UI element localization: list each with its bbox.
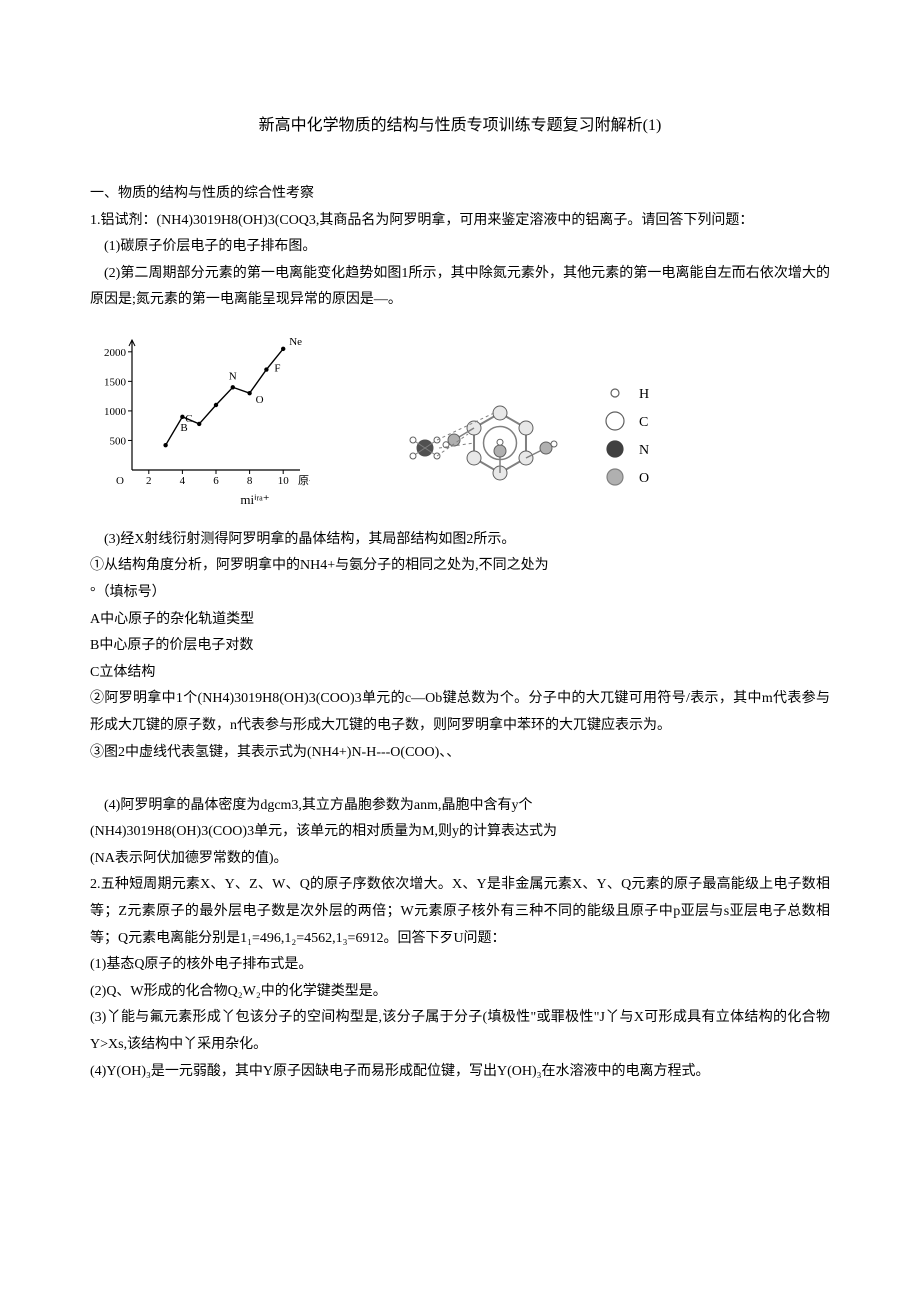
q1-3-3: ③图2中虚线代表氢键，其表示式为(NH4+)N-H---O(COO)、、	[90, 740, 830, 767]
q1-3-1a: ①从结构角度分析，阿罗明拿中的NH4+与氨分子的相同之处为,不同之处为	[90, 553, 830, 580]
q1-3-1b: °（填标号）	[90, 580, 830, 607]
q1-2: (2)第二周期部分元素的第一电离能变化趋势如图1所示，其中除氮元素外，其他元素的…	[90, 261, 830, 314]
svg-text:Ne: Ne	[289, 336, 302, 348]
svg-text:1000: 1000	[104, 406, 127, 418]
svg-text:N: N	[229, 370, 237, 382]
q1-1: (1)碳原子价层电子的电子排布图。	[90, 234, 830, 261]
spacer-1	[90, 766, 830, 793]
svg-text:H: H	[639, 387, 649, 402]
section-heading: 一、物质的结构与性质的综合性考察	[90, 181, 830, 208]
svg-text:原子序数: 原子序数	[298, 473, 310, 487]
svg-text:2: 2	[146, 475, 152, 487]
fig1-caption: miⁱʳᵃ⁺	[200, 488, 310, 513]
q2-intro: 2.五种短周期元素X、Y、Z、W、Q的原子序数依次增大。X、Y是非金属元素X、Y…	[90, 872, 830, 952]
q2-1: (1)基态Q原子的核外电子排布式是。	[90, 952, 830, 979]
svg-text:O: O	[116, 475, 124, 487]
q1-3-optA: A中心原子的杂化轨道类型	[90, 607, 830, 634]
q1-3-2: ②阿罗明拿中1个(NH4)3019H8(OH)3(COO)3单元的c—Ob键总数…	[90, 686, 830, 739]
q1-3-optB: B中心原子的价层电子对数	[90, 633, 830, 660]
svg-text:10: 10	[278, 475, 290, 487]
svg-text:C: C	[639, 415, 648, 430]
q1-4b: (NH4)3019H8(OH)3(COO)3单元，该单元的相对质量为M,则y的计…	[90, 819, 830, 846]
q2-2: (2)Q、W形成的化合物Q₂W₂中的化学键类型是。	[90, 979, 830, 1006]
figure-1-wrap: 500100015002000246810O原子序数BCNOFNe miⁱʳᵃ⁺	[90, 332, 310, 513]
figure-2: HCNO	[370, 363, 690, 513]
figure-1: 500100015002000246810O原子序数BCNOFNe	[90, 332, 310, 492]
q1-intro: 1.铝试剂：(NH4)3019H8(OH)3(COQ3,其商品名为阿罗明拿，可用…	[90, 208, 830, 235]
svg-text:1500: 1500	[104, 376, 127, 388]
q1-3-intro: (3)经X射线衍射测得阿罗明拿的晶体结构，其局部结构如图2所示。	[90, 527, 830, 554]
q1-4: (4)阿罗明拿的晶体密度为dgcm3,其立方晶胞参数为anm,晶胞中含有y个	[90, 793, 830, 820]
q2-3: (3)丫能与氟元素形成丫包该分子的空间构型是,该分子属于分子(填极性"或罪极性"…	[90, 1005, 830, 1058]
document-title: 新高中化学物质的结构与性质专项训练专题复习附解析(1)	[90, 111, 830, 141]
svg-text:500: 500	[110, 436, 127, 448]
svg-text:6: 6	[213, 475, 219, 487]
svg-text:C: C	[185, 413, 192, 425]
q1-3-optC: C立体结构	[90, 660, 830, 687]
document-page: 新高中化学物质的结构与性质专项训练专题复习附解析(1) 一、物质的结构与性质的综…	[0, 0, 920, 1145]
svg-text:2000: 2000	[104, 347, 127, 359]
q2-4: (4)Y(OH)₃是一元弱酸，其中Y原子因缺电子而易形成配位键，写出Y(OH)₃…	[90, 1059, 830, 1086]
svg-text:4: 4	[180, 475, 186, 487]
svg-text:8: 8	[247, 475, 253, 487]
svg-text:O: O	[256, 394, 264, 406]
svg-text:O: O	[639, 471, 649, 486]
svg-text:N: N	[639, 443, 649, 458]
svg-text:F: F	[274, 363, 280, 375]
figure-row: 500100015002000246810O原子序数BCNOFNe miⁱʳᵃ⁺…	[90, 332, 830, 513]
q1-4c: (NA表示阿伏加德罗常数的值)。	[90, 846, 830, 873]
